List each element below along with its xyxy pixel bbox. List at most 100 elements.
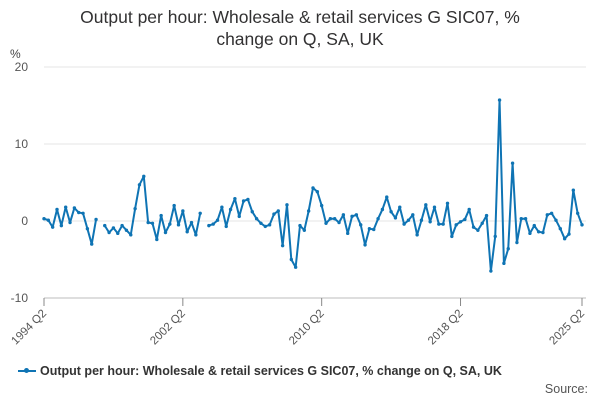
data-point[interactable]	[558, 227, 563, 231]
data-point[interactable]	[437, 222, 441, 226]
data-point[interactable]	[367, 227, 372, 231]
data-point[interactable]	[254, 216, 259, 221]
data-point[interactable]	[484, 213, 489, 218]
data-point[interactable]	[267, 223, 272, 227]
data-point[interactable]	[428, 220, 432, 224]
data-point[interactable]	[523, 216, 528, 221]
data-point[interactable]	[233, 196, 237, 201]
data-point[interactable]	[107, 230, 111, 235]
data-point[interactable]	[176, 223, 181, 227]
data-point[interactable]	[168, 222, 172, 226]
data-point[interactable]	[458, 220, 463, 224]
data-point[interactable]	[81, 211, 85, 215]
data-point[interactable]	[72, 206, 77, 210]
data-point[interactable]	[332, 216, 337, 221]
data-point[interactable]	[189, 220, 194, 225]
data-point[interactable]	[224, 224, 228, 229]
data-point[interactable]	[406, 218, 411, 222]
data-point[interactable]	[194, 233, 198, 237]
data-point[interactable]	[471, 225, 476, 229]
data-point[interactable]	[324, 221, 328, 226]
data-point[interactable]	[306, 209, 311, 213]
data-point[interactable]	[567, 232, 571, 236]
data-point[interactable]	[55, 207, 59, 212]
data-point[interactable]	[354, 213, 359, 217]
data-point[interactable]	[528, 231, 532, 236]
data-point[interactable]	[241, 199, 246, 203]
data-point[interactable]	[207, 223, 211, 228]
data-point[interactable]	[298, 223, 302, 228]
data-point[interactable]	[198, 211, 202, 215]
data-point[interactable]	[411, 213, 415, 217]
data-point[interactable]	[246, 197, 250, 202]
data-point[interactable]	[315, 190, 320, 194]
data-point[interactable]	[454, 223, 458, 227]
data-point[interactable]	[467, 207, 471, 212]
data-point[interactable]	[250, 210, 254, 214]
data-point[interactable]	[532, 223, 536, 228]
data-point[interactable]	[172, 203, 176, 208]
data-point[interactable]	[285, 203, 289, 207]
data-point[interactable]	[545, 213, 549, 217]
data-point[interactable]	[90, 242, 94, 246]
data-point[interactable]	[549, 211, 554, 215]
data-point[interactable]	[59, 223, 64, 228]
data-point[interactable]	[150, 221, 155, 226]
data-point[interactable]	[120, 223, 124, 228]
data-point[interactable]	[536, 230, 541, 234]
data-point[interactable]	[575, 211, 580, 215]
data-point[interactable]	[359, 223, 363, 227]
data-point[interactable]	[346, 231, 350, 236]
data-point[interactable]	[220, 205, 224, 209]
data-point[interactable]	[385, 195, 389, 199]
data-point[interactable]	[215, 218, 220, 222]
data-point[interactable]	[181, 209, 185, 213]
data-point[interactable]	[133, 206, 137, 211]
data-point[interactable]	[519, 216, 523, 221]
data-point[interactable]	[46, 218, 51, 222]
data-point[interactable]	[571, 188, 576, 192]
data-point[interactable]	[280, 243, 285, 248]
data-point[interactable]	[185, 230, 189, 234]
data-point[interactable]	[541, 230, 545, 235]
data-point[interactable]	[515, 240, 519, 245]
data-point[interactable]	[319, 203, 324, 208]
data-point[interactable]	[302, 228, 307, 232]
data-point[interactable]	[259, 221, 263, 226]
data-point[interactable]	[476, 228, 480, 232]
data-point[interactable]	[159, 213, 163, 218]
data-point[interactable]	[272, 212, 276, 216]
data-point[interactable]	[228, 207, 233, 212]
data-point[interactable]	[489, 269, 493, 273]
data-point[interactable]	[562, 237, 567, 241]
data-point[interactable]	[419, 218, 424, 222]
data-point[interactable]	[289, 257, 294, 262]
legend[interactable]: Output per hour: Wholesale & retail serv…	[18, 364, 502, 378]
data-point[interactable]	[116, 231, 120, 236]
data-point[interactable]	[380, 207, 385, 212]
data-point[interactable]	[497, 98, 502, 102]
data-point[interactable]	[580, 223, 584, 227]
data-point[interactable]	[510, 161, 515, 165]
data-point[interactable]	[311, 186, 315, 190]
data-point[interactable]	[493, 234, 497, 239]
data-point[interactable]	[341, 213, 346, 217]
data-point[interactable]	[137, 183, 142, 187]
data-point[interactable]	[350, 214, 354, 219]
data-point[interactable]	[111, 226, 116, 230]
data-point[interactable]	[415, 233, 419, 237]
data-point[interactable]	[376, 216, 380, 221]
data-point[interactable]	[480, 221, 484, 226]
data-point[interactable]	[263, 224, 267, 229]
data-point[interactable]	[450, 234, 454, 239]
data-point[interactable]	[398, 205, 402, 209]
data-point[interactable]	[372, 227, 376, 232]
data-point[interactable]	[42, 216, 46, 221]
data-point[interactable]	[68, 220, 72, 225]
data-point[interactable]	[502, 261, 506, 266]
data-point[interactable]	[463, 217, 467, 222]
data-point[interactable]	[393, 216, 398, 220]
data-point[interactable]	[328, 216, 333, 221]
data-point[interactable]	[163, 230, 168, 235]
data-point[interactable]	[77, 210, 81, 215]
